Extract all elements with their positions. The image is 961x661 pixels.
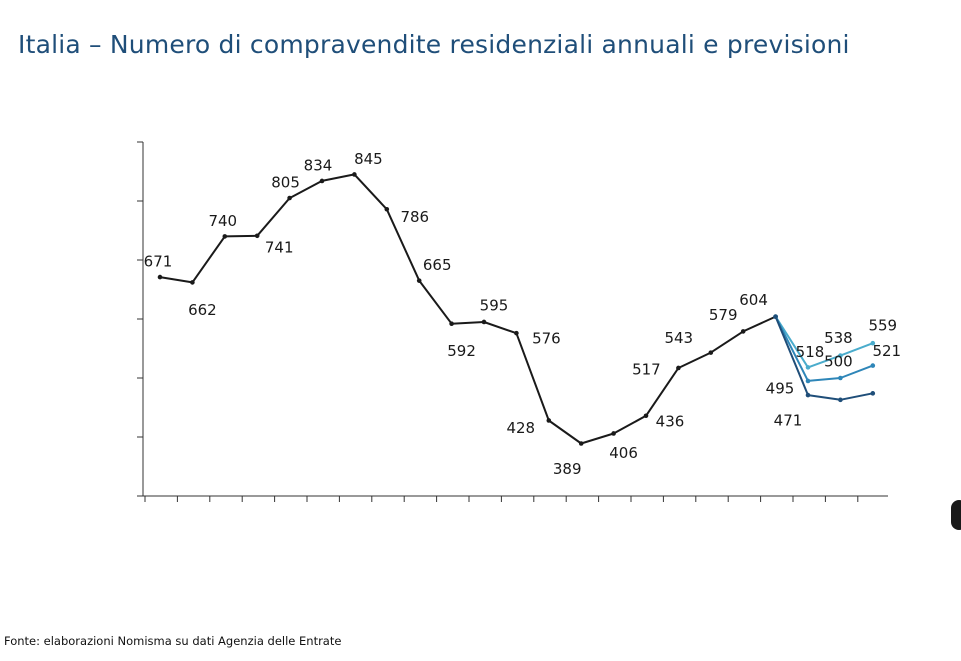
data-point	[578, 441, 584, 446]
data-point	[676, 365, 681, 371]
data-point	[870, 340, 876, 346]
data-point	[805, 392, 811, 398]
data-label: 834	[304, 156, 333, 174]
data-point	[838, 397, 843, 403]
data-point	[773, 314, 778, 319]
data-point	[611, 431, 616, 436]
side-marker	[951, 500, 961, 530]
data-point	[546, 418, 552, 423]
data-label: 671	[144, 253, 173, 271]
data-label: 495	[766, 379, 795, 397]
data-label: 576	[532, 330, 561, 348]
data-point	[384, 206, 390, 212]
data-point	[838, 353, 843, 358]
series-lines	[159, 173, 874, 445]
data-label: 559	[868, 317, 897, 335]
data-point	[805, 378, 811, 384]
data-label: 500	[824, 353, 853, 371]
data-label: 517	[632, 361, 661, 379]
data-point	[870, 363, 876, 368]
data-label: 741	[265, 238, 294, 256]
data-label: 518	[796, 343, 825, 361]
chart-axes	[137, 141, 888, 502]
series-line-2	[774, 316, 874, 382]
source-note: Fonte: elaborazioni Nomisma su dati Agen…	[4, 634, 342, 648]
series-line-0	[159, 173, 777, 445]
data-point	[643, 413, 649, 419]
data-label: 662	[188, 301, 217, 319]
data-label: 538	[824, 329, 853, 347]
series-line-1	[774, 316, 874, 369]
data-label: 428	[506, 419, 535, 437]
data-point	[514, 330, 519, 336]
data-label: 665	[423, 256, 452, 274]
data-point	[190, 280, 195, 285]
data-label: 845	[354, 150, 383, 168]
data-label: 579	[709, 306, 738, 324]
data-label: 740	[208, 212, 237, 230]
data-point	[870, 391, 876, 396]
data-point	[740, 329, 746, 334]
data-label: 805	[271, 174, 300, 192]
data-label: 521	[872, 342, 901, 360]
data-point	[287, 195, 292, 201]
data-label: 436	[656, 412, 685, 430]
data-point	[157, 274, 163, 280]
chart-title: Italia – Numero di compravendite residen…	[18, 30, 850, 59]
data-point	[805, 365, 811, 370]
data-point	[352, 172, 357, 177]
data-point	[449, 321, 454, 327]
data-label: 592	[447, 342, 476, 360]
data-point	[416, 278, 422, 283]
series-line-3	[774, 316, 873, 401]
data-label: 595	[480, 297, 509, 315]
series-points	[157, 172, 876, 446]
data-label: 471	[774, 412, 803, 430]
data-point	[481, 319, 487, 325]
data-label: 389	[553, 460, 582, 478]
data-label: 604	[739, 291, 768, 309]
data-point	[319, 178, 325, 184]
data-label: 406	[609, 444, 638, 462]
data-point	[708, 350, 714, 355]
data-label: 786	[400, 208, 429, 226]
data-label: 543	[664, 329, 693, 347]
data-point	[838, 375, 843, 381]
data-point	[254, 233, 260, 239]
data-point	[222, 234, 228, 239]
